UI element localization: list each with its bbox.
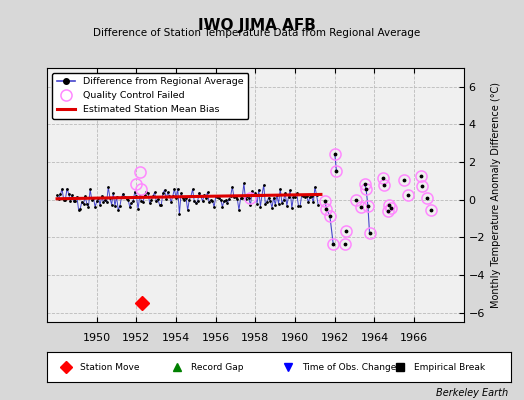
Text: Record Gap: Record Gap [191, 362, 244, 372]
Text: 1956: 1956 [202, 333, 230, 343]
Legend: Difference from Regional Average, Quality Control Failed, Estimated Station Mean: Difference from Regional Average, Qualit… [52, 73, 248, 119]
Text: 1958: 1958 [242, 333, 269, 343]
Y-axis label: Monthly Temperature Anomaly Difference (°C): Monthly Temperature Anomaly Difference (… [490, 82, 500, 308]
Text: 1960: 1960 [281, 333, 309, 343]
Text: 1964: 1964 [361, 333, 389, 343]
Text: 1962: 1962 [321, 333, 349, 343]
Text: 1950: 1950 [83, 333, 111, 343]
Text: 1954: 1954 [162, 333, 190, 343]
Text: Berkeley Earth: Berkeley Earth [436, 388, 508, 398]
Text: Time of Obs. Change: Time of Obs. Change [302, 362, 397, 372]
Text: Difference of Station Temperature Data from Regional Average: Difference of Station Temperature Data f… [93, 28, 420, 38]
Text: Station Move: Station Move [80, 362, 139, 372]
Text: Empirical Break: Empirical Break [413, 362, 485, 372]
Text: IWO JIMA AFB: IWO JIMA AFB [198, 18, 315, 33]
Text: 1952: 1952 [122, 333, 150, 343]
Text: 1966: 1966 [400, 333, 428, 343]
